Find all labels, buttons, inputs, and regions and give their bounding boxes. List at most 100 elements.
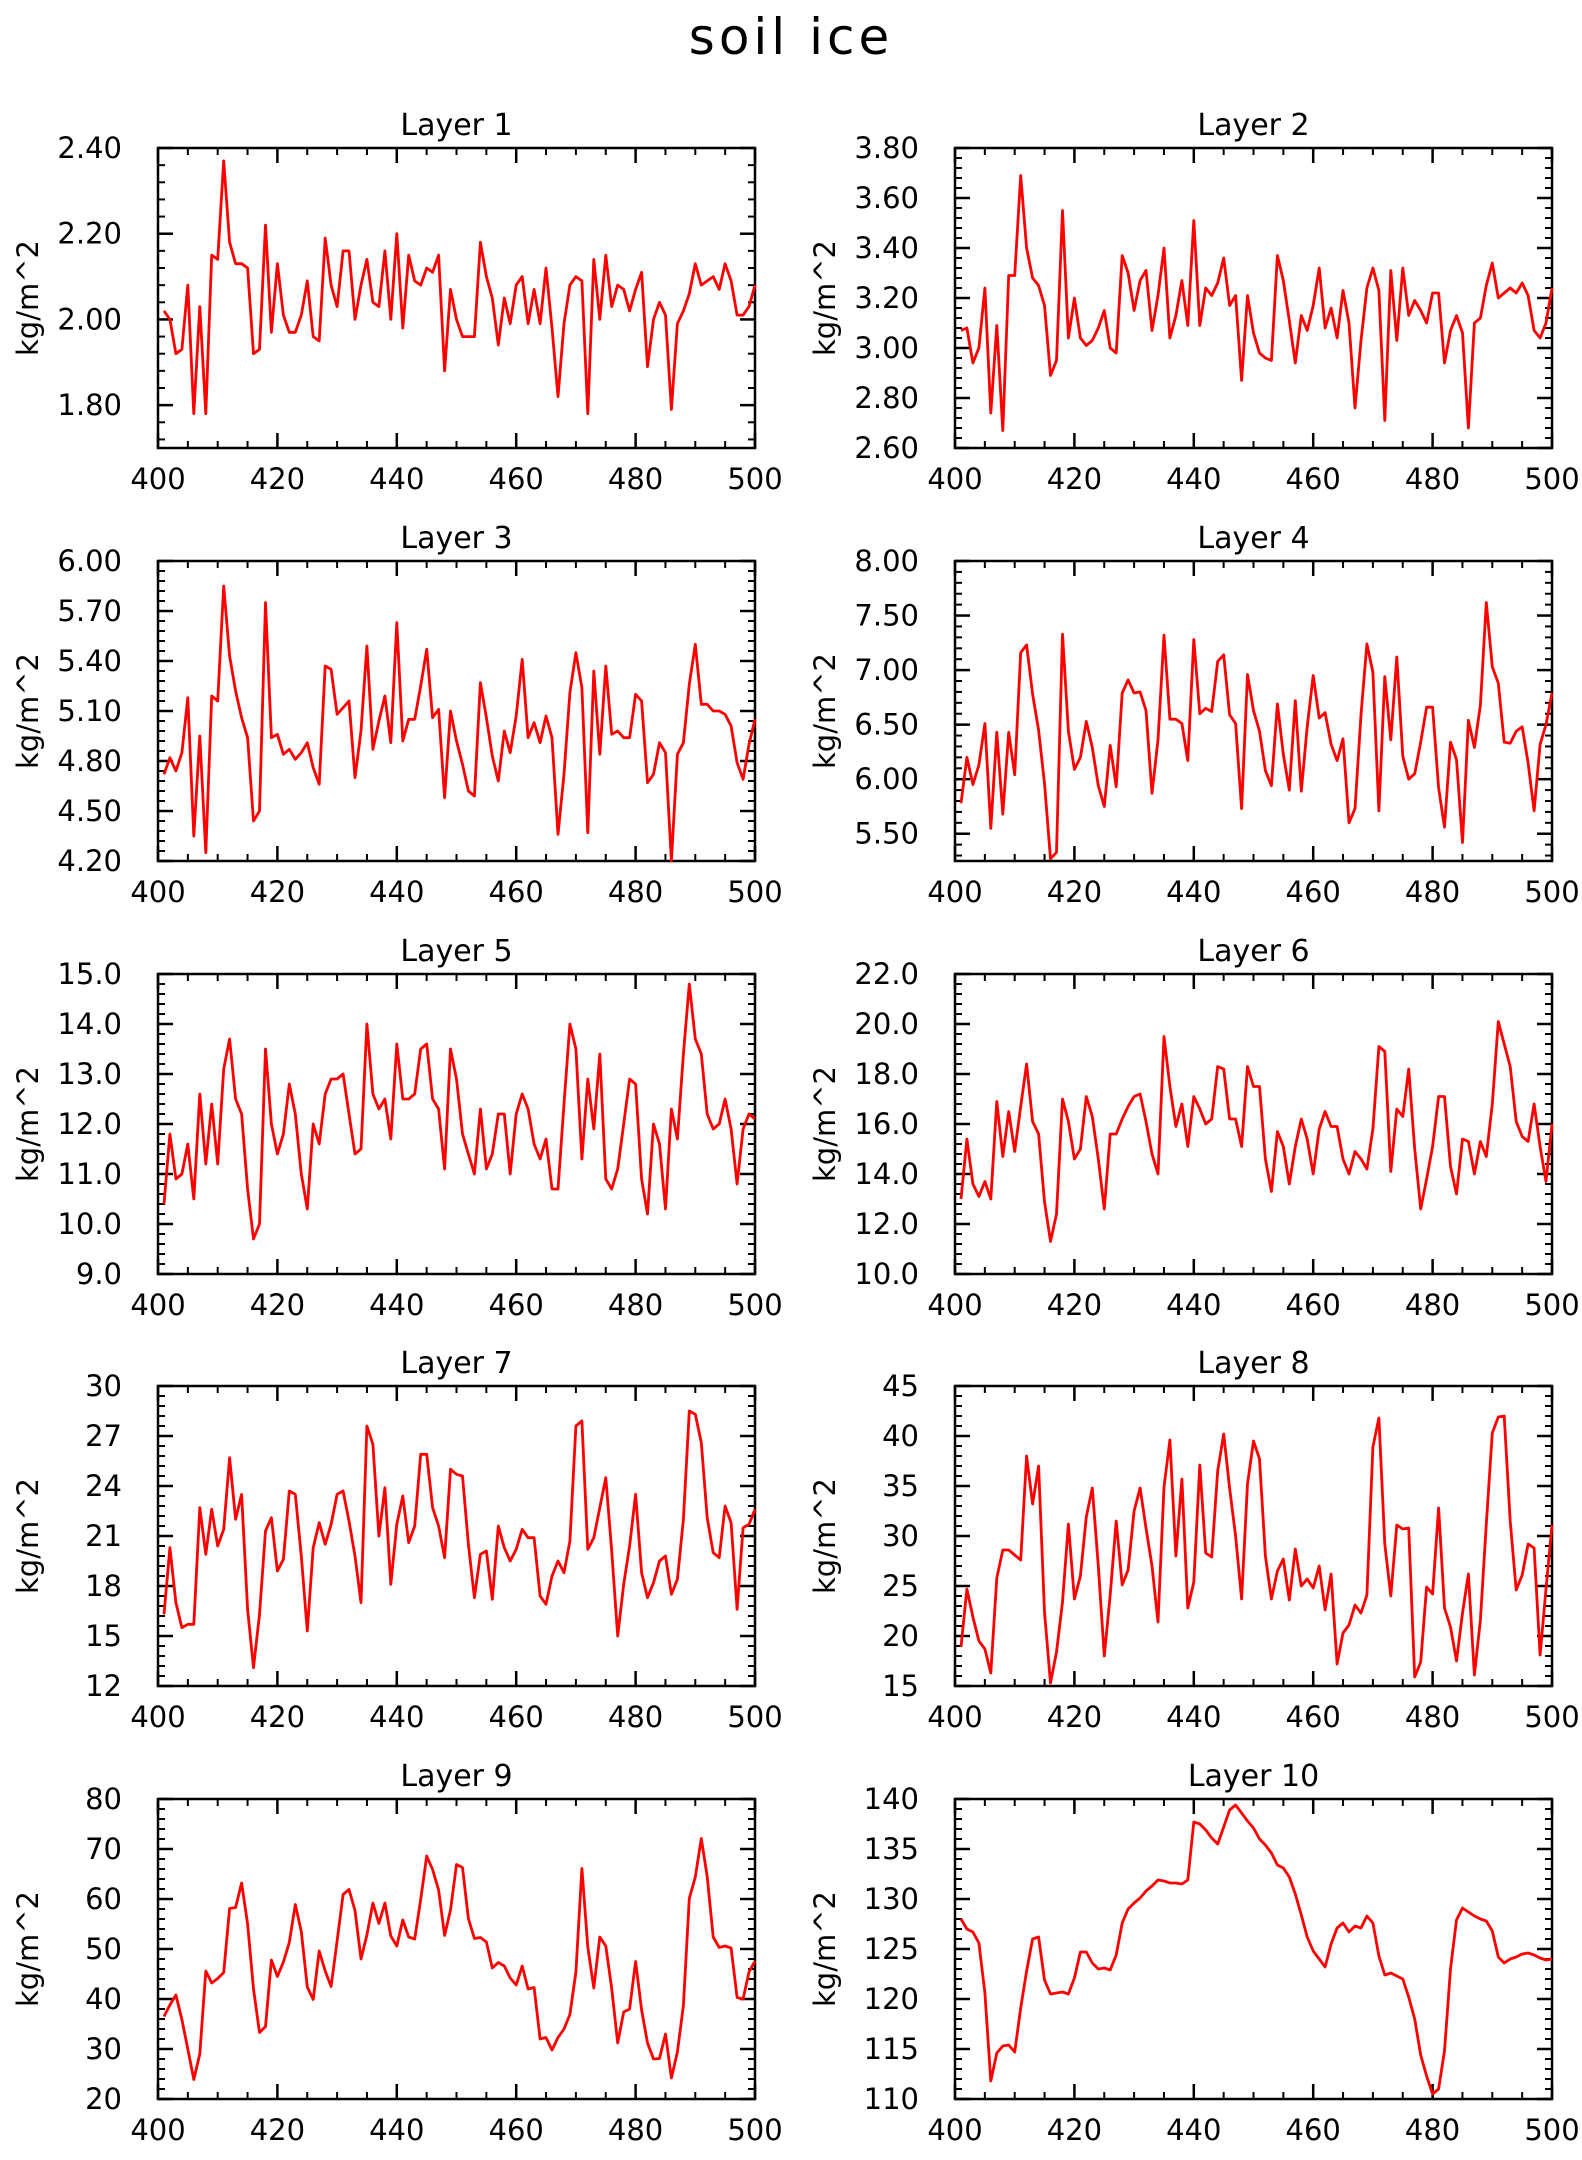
plot-frame [156, 1797, 757, 2101]
x-tick-label: 440 [369, 2113, 424, 2147]
y-tick-label: 10.0 [57, 1207, 122, 1241]
chart-title: Layer 10 [1188, 1759, 1319, 1794]
y-axis-label: kg/m^2 [11, 240, 45, 356]
series-line [959, 1803, 1553, 2096]
y-tick-label: 3.80 [854, 131, 919, 165]
y-tick-label: 20.0 [854, 1007, 919, 1041]
chart-panel: Layer 2 kg/m^2 400 420 440 460 480 500 2.60 2.80 3… [808, 108, 1580, 496]
x-tick-label: 400 [130, 1288, 185, 1322]
x-tick-label: 460 [489, 462, 544, 496]
y-tick-label: 12.0 [854, 1207, 919, 1241]
x-tick-label: 400 [927, 1288, 982, 1322]
series-line [162, 1409, 757, 1670]
x-tick-label: 460 [1286, 1288, 1341, 1322]
x-tick-label: 480 [608, 462, 663, 496]
y-axis-label: kg/m^2 [11, 1066, 45, 1182]
y-tick-label: 30 [85, 1369, 122, 1403]
x-tick-label: 440 [1166, 1288, 1221, 1322]
y-tick-label: 3.00 [854, 331, 919, 365]
plot-frame [156, 972, 757, 1276]
x-tick-label: 420 [1047, 2113, 1102, 2147]
x-tick-label: 500 [1524, 875, 1579, 909]
y-tick-label: 2.60 [854, 431, 919, 465]
y-tick-label: 11.0 [57, 1157, 122, 1191]
x-tick-label: 480 [608, 875, 663, 909]
y-axis-label: kg/m^2 [808, 1066, 842, 1182]
x-tick-label: 440 [369, 875, 424, 909]
x-tick-label: 420 [250, 462, 305, 496]
y-tick-label: 27 [85, 1419, 122, 1453]
chart-title: Layer 3 [400, 521, 512, 556]
y-tick-label: 7.00 [854, 653, 919, 687]
y-tick-label: 30 [882, 1519, 919, 1553]
chart-panel: Layer 9 kg/m^2 400 420 440 460 480 500 20 30 40 50 6… [11, 1759, 783, 2147]
y-tick-label: 5.50 [854, 817, 919, 851]
y-tick-label: 18.0 [854, 1057, 919, 1091]
y-tick-label: 3.40 [854, 231, 919, 265]
x-tick-label: 440 [369, 462, 424, 496]
x-tick-label: 440 [1166, 462, 1221, 496]
series-line [959, 1020, 1554, 1243]
y-tick-label: 4.80 [57, 744, 122, 778]
y-tick-label: 3.20 [854, 281, 919, 315]
plot-frame [156, 146, 757, 450]
figure-title: soil ice [689, 8, 893, 66]
y-tick-label: 22.0 [854, 957, 919, 991]
y-tick-label: 125 [864, 1932, 919, 1966]
y-tick-label: 70 [85, 1832, 122, 1866]
y-tick-label: 80 [85, 1782, 122, 1816]
chart-title: Layer 2 [1197, 108, 1309, 143]
chart-panel: Layer 7 kg/m^2 400 420 440 460 480 500 12 15 18 21 2… [11, 1346, 783, 1734]
x-tick-label: 500 [1524, 462, 1579, 496]
x-tick-label: 480 [608, 2113, 663, 2147]
x-tick-label: 400 [130, 875, 185, 909]
x-tick-label: 460 [489, 875, 544, 909]
x-tick-label: 500 [1524, 1288, 1579, 1322]
x-tick-label: 460 [489, 1288, 544, 1322]
y-tick-label: 12 [85, 1669, 122, 1703]
series-line [162, 982, 756, 1241]
y-tick-label: 6.00 [57, 544, 122, 578]
x-tick-label: 400 [130, 2113, 185, 2147]
plot-frame [953, 1384, 1554, 1688]
x-tick-label: 500 [727, 2113, 782, 2147]
y-tick-label: 7.50 [854, 599, 919, 633]
y-tick-label: 40 [882, 1419, 919, 1453]
chart-title: Layer 6 [1197, 934, 1309, 969]
y-tick-label: 18 [85, 1569, 122, 1603]
y-tick-label: 110 [864, 2082, 919, 2116]
y-axis-label: kg/m^2 [808, 1478, 842, 1594]
chart-title: Layer 4 [1197, 521, 1309, 556]
x-tick-label: 500 [727, 1288, 782, 1322]
y-tick-label: 3.60 [854, 181, 919, 215]
y-tick-label: 30 [85, 2032, 122, 2066]
y-axis-label: kg/m^2 [11, 1891, 45, 2007]
series-line [960, 174, 1554, 432]
y-tick-label: 115 [864, 2032, 919, 2066]
y-tick-label: 10.0 [854, 1257, 919, 1291]
x-tick-label: 480 [1405, 1288, 1460, 1322]
x-tick-label: 420 [250, 1700, 305, 1734]
chart-panel: Layer 4 kg/m^2 400 420 440 460 480 500 5.50 6.00 6… [808, 521, 1580, 909]
y-tick-label: 45 [882, 1369, 919, 1403]
y-tick-label: 4.50 [57, 794, 122, 828]
y-tick-label: 5.10 [57, 694, 122, 728]
x-tick-label: 400 [130, 1700, 185, 1734]
y-tick-label: 60 [85, 1882, 122, 1916]
y-tick-label: 5.40 [57, 644, 122, 678]
y-axis-label: kg/m^2 [11, 1478, 45, 1594]
y-tick-label: 130 [864, 1882, 919, 1916]
x-tick-label: 420 [1047, 1700, 1102, 1734]
y-tick-label: 20 [882, 1619, 919, 1653]
y-axis-label: kg/m^2 [808, 240, 842, 356]
x-tick-label: 460 [1286, 2113, 1341, 2147]
series-line [162, 159, 757, 416]
x-tick-label: 460 [1286, 462, 1341, 496]
plot-frame [156, 1384, 757, 1688]
y-tick-label: 6.00 [854, 762, 919, 796]
y-tick-label: 2.00 [57, 302, 122, 336]
y-tick-label: 15 [85, 1619, 122, 1653]
x-tick-label: 460 [489, 1700, 544, 1734]
x-tick-label: 460 [489, 2113, 544, 2147]
y-tick-label: 140 [864, 1782, 919, 1816]
